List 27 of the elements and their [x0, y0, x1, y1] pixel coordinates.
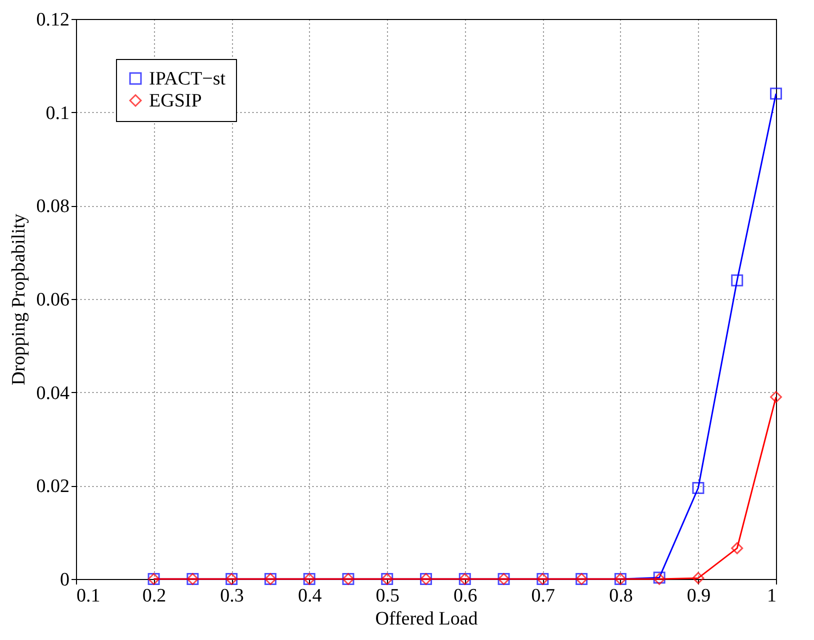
y-axis-title: Dropping Propbability — [8, 213, 30, 386]
point — [770, 88, 782, 100]
x-tick-label: 0.1 — [76, 586, 100, 606]
legend-label: IPACT−st — [149, 68, 226, 90]
y-tick-label: 0.12 — [36, 10, 70, 30]
x-tick-label: 0.7 — [531, 586, 556, 606]
point — [692, 482, 704, 494]
point — [731, 274, 744, 286]
y-tick-label: 0.02 — [36, 476, 70, 498]
x-tick-label: 0.6 — [454, 586, 478, 606]
x-tick-label: 0.5 — [376, 586, 400, 606]
x-tick-label: 0.4 — [298, 586, 322, 606]
point — [770, 391, 782, 403]
y-tick-label: 0 — [60, 570, 70, 590]
x-tick-label: 0.8 — [609, 586, 633, 606]
x-tick-label: 0.3 — [220, 586, 244, 606]
y-tick-label: 0.06 — [36, 290, 70, 310]
point — [731, 542, 744, 554]
x-tick-label: 0.9 — [686, 586, 711, 606]
x-tick-label: 0.2 — [142, 586, 166, 606]
point — [692, 572, 704, 584]
y-tick-label: 0.08 — [36, 196, 70, 218]
legend-label: EGSIP — [149, 90, 202, 112]
y-tick-label: 0.1 — [46, 102, 70, 124]
x-tick-label: 1 — [767, 586, 776, 606]
x-axis-title: Offered Load — [375, 608, 478, 630]
y-tick-label: 0.04 — [36, 382, 70, 404]
